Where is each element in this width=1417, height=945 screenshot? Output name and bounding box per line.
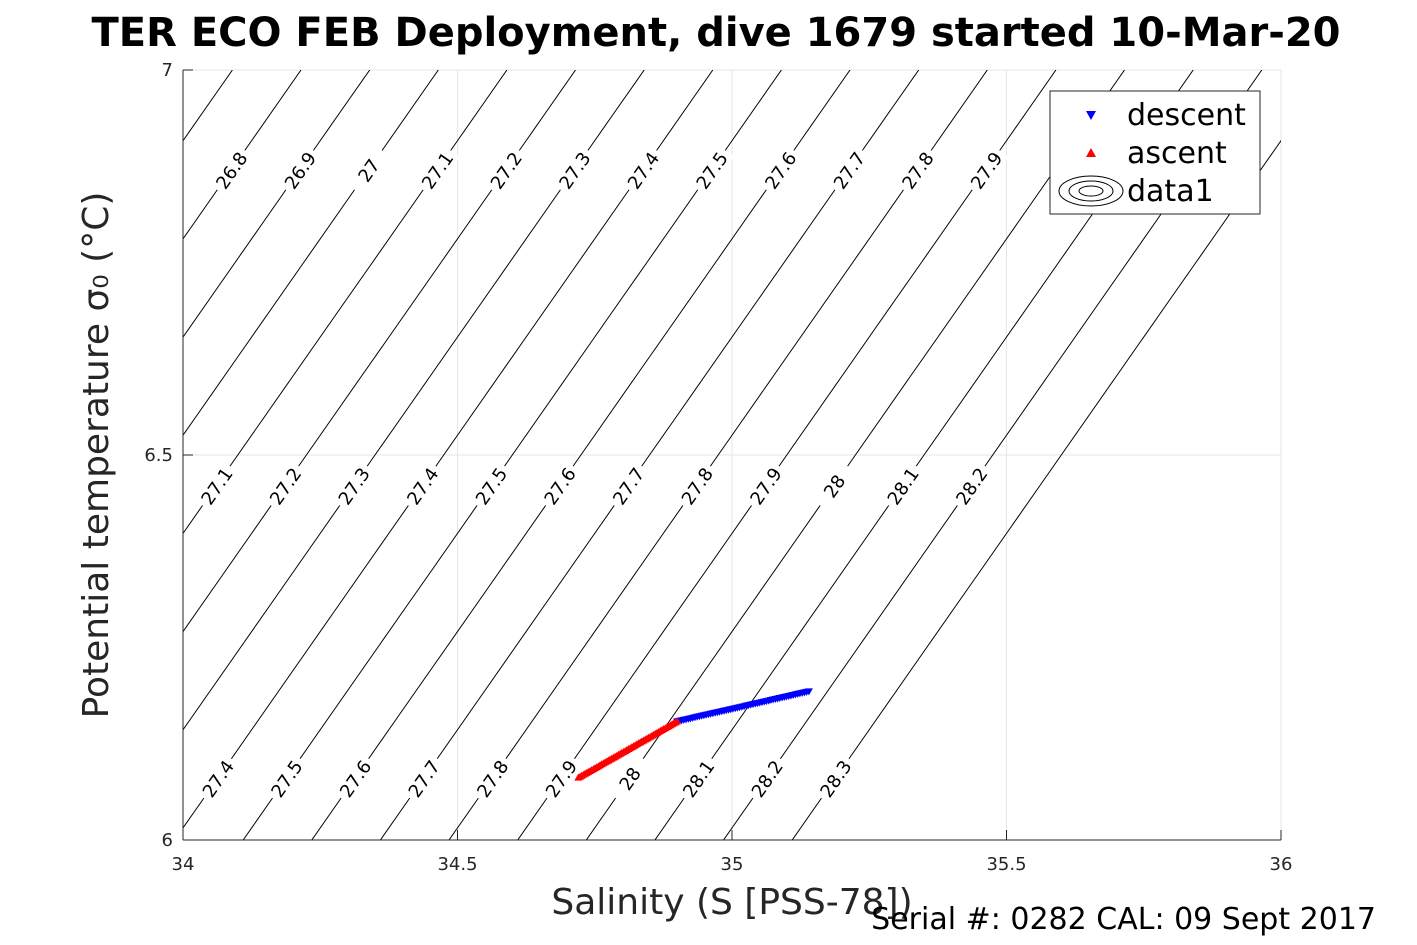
isopycnal-28 bbox=[585, 70, 1125, 840]
x-tick-label: 35 bbox=[721, 854, 744, 875]
contour-label-bg bbox=[399, 459, 445, 512]
contour-label-bg bbox=[263, 752, 309, 805]
contour-label-bg bbox=[963, 144, 1009, 197]
contour-label-group: 28 bbox=[606, 752, 653, 805]
legend-descent-label: descent bbox=[1127, 98, 1246, 133]
chart-title: TER ECO FEB Deployment, dive 1679 starte… bbox=[91, 10, 1340, 56]
isopycnal-27.5 bbox=[242, 70, 782, 840]
isopycnal-26.9 bbox=[183, 70, 371, 338]
legend-ascent-label: ascent bbox=[1127, 136, 1227, 171]
contour-label-bg bbox=[673, 459, 720, 512]
legend-box bbox=[1049, 90, 1261, 215]
isopycnal-27.7 bbox=[379, 70, 920, 840]
contour-label-bg bbox=[469, 752, 515, 805]
contour-label-bg bbox=[605, 459, 651, 512]
contour-label-bg bbox=[743, 752, 790, 805]
y-tick-label: 6 bbox=[162, 830, 173, 851]
contour-label-bg bbox=[194, 752, 241, 805]
ascent-point bbox=[673, 717, 682, 725]
contour-label-bg bbox=[675, 752, 721, 805]
isopycnal-27.9 bbox=[517, 70, 1057, 840]
legend: descent ascent data1 bbox=[1049, 90, 1261, 215]
density-contours bbox=[183, 70, 1281, 840]
legend-contour-icon bbox=[1058, 175, 1124, 207]
contour-label-group: 28 bbox=[811, 459, 857, 512]
contour-label-bg bbox=[414, 144, 460, 197]
isopycnal-27 bbox=[183, 70, 439, 437]
contour-label-bg bbox=[537, 752, 584, 805]
contour-label-bg bbox=[345, 144, 392, 197]
contour-label-bg bbox=[757, 144, 803, 197]
isopycnal-27.6 bbox=[311, 70, 851, 840]
isopycnal-27.3 bbox=[183, 70, 645, 731]
contour-label-bg bbox=[536, 459, 583, 512]
isopycnal-26.8 bbox=[183, 70, 302, 240]
contour-label-bg bbox=[812, 752, 858, 805]
contour-label-bg bbox=[606, 752, 653, 805]
x-tick-label: 35.5 bbox=[986, 854, 1026, 875]
contour-label-bg bbox=[742, 459, 789, 512]
legend-ascent-marker bbox=[1086, 148, 1096, 157]
data-points bbox=[574, 688, 813, 781]
isopycnal-27.1 bbox=[183, 70, 508, 535]
contour-label-bg bbox=[551, 144, 597, 197]
isopycnal-27.4 bbox=[183, 70, 714, 829]
axis-ticks: 34 34.5 35 35.5 36 6 6.5 7 bbox=[144, 60, 1292, 875]
contour-label-bg bbox=[193, 459, 240, 512]
grid-lines bbox=[183, 69, 1282, 840]
contour-label-bg bbox=[688, 144, 735, 197]
y-axis-label: Potential temperature σ₀ (°C) bbox=[76, 192, 117, 719]
contour-label-bg bbox=[330, 459, 377, 512]
isopycnal-27.2 bbox=[183, 70, 576, 633]
contour-label-bg bbox=[482, 144, 529, 197]
contour-label-bg bbox=[825, 144, 872, 197]
contour-label-bg bbox=[276, 144, 323, 197]
contour-label-bg bbox=[332, 752, 378, 805]
serial-cal-label: Serial #: 0282 CAL: 09 Sept 2017 bbox=[871, 902, 1376, 937]
x-tick-label: 36 bbox=[1270, 854, 1293, 875]
x-tick-label: 34.5 bbox=[437, 854, 477, 875]
isopycnal-27.8 bbox=[448, 70, 988, 840]
contour-label-bg bbox=[468, 459, 514, 512]
y-tick-label: 7 bbox=[162, 60, 173, 81]
x-axis-label: Salinity (S [PSS-78]) bbox=[551, 882, 912, 923]
legend-descent-marker bbox=[1086, 111, 1096, 120]
contour-label-bg bbox=[894, 144, 941, 197]
legend-data1-label: data1 bbox=[1127, 174, 1214, 209]
contour-label-bg bbox=[879, 459, 926, 512]
contour-label-bg bbox=[400, 752, 447, 805]
x-tick-label: 34 bbox=[172, 854, 195, 875]
contour-label-bg bbox=[262, 459, 308, 512]
contour-label-bg bbox=[620, 144, 666, 197]
descent-point bbox=[804, 688, 813, 696]
contour-label-bg bbox=[208, 144, 254, 197]
contour-label-bg bbox=[811, 459, 857, 512]
y-tick-label: 6.5 bbox=[144, 445, 173, 466]
contour-label-bg bbox=[948, 459, 994, 512]
